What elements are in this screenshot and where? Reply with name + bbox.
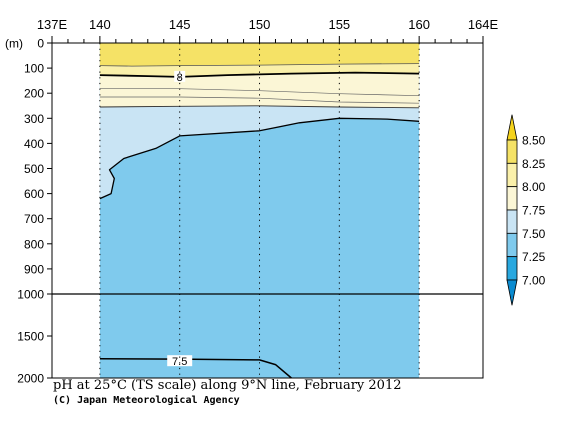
y-tick-label: 2000 — [17, 372, 44, 386]
contour-line-1 — [99, 71, 420, 78]
colorbar-bin — [506, 232, 518, 258]
colorbar-tick-label: 7.25 — [522, 250, 546, 264]
contour-line-5 — [99, 117, 420, 200]
colorbar-bin — [506, 162, 518, 188]
x-tick-label: 160 — [408, 17, 430, 32]
colorbar-tick-label: 8.50 — [522, 134, 546, 148]
colorbar-tick-label: 7.75 — [522, 204, 546, 218]
contour-label-bg-1 — [174, 70, 186, 82]
y-tick-label: 500 — [24, 162, 44, 176]
colorbar-tick-label: 8.00 — [522, 180, 546, 194]
chart-caption: pH at 25°C (TS scale) along 9°N line, Fe… — [53, 378, 533, 407]
y-tick-label: 0 — [37, 37, 44, 51]
x-tick-label: 155 — [328, 17, 350, 32]
y-tick-label: 800 — [24, 237, 44, 251]
x-tick-label: 164E — [468, 17, 499, 32]
x-tick-label: 137E — [37, 17, 68, 32]
x-tick-label: 145 — [169, 17, 191, 32]
plot-frame — [51, 42, 484, 379]
contour-line-0 — [99, 63, 420, 67]
colorbar-tick-label: 8.25 — [522, 157, 546, 171]
colorbar-tick-label: 7.50 — [522, 227, 546, 241]
chart-title: pH at 25°C (TS scale) along 9°N line, Fe… — [53, 378, 402, 393]
x-tick-label: 150 — [249, 17, 271, 32]
y-tick-label: 700 — [24, 212, 44, 226]
y-tick-label: 400 — [24, 137, 44, 151]
colorbar-top-arrow — [506, 114, 518, 141]
colorbar-bottom-arrow — [506, 279, 518, 306]
y-tick-label: 1000 — [17, 288, 44, 302]
y-tick-label: 100 — [24, 62, 44, 76]
contour-line-2 — [99, 88, 420, 97]
contour-line-3 — [99, 96, 420, 104]
colorbar-bin — [506, 139, 518, 164]
colorbar-tick-label: 7.00 — [522, 274, 546, 288]
colorbar-bin — [506, 209, 518, 234]
y-axis-unit-label: (m) — [5, 37, 23, 51]
contour-line-6 — [99, 357, 292, 379]
y-tick-label: 600 — [24, 187, 44, 201]
colorbar-bin — [506, 186, 518, 211]
contour-label-bg-6 — [167, 355, 193, 367]
y-tick-label: 300 — [24, 112, 44, 126]
colorbar-bin — [506, 256, 518, 281]
credit-line: (C) Japan Meteorological Agency — [53, 395, 240, 406]
y-tick-label: 1500 — [17, 330, 44, 344]
y-tick-label: 200 — [24, 87, 44, 101]
x-tick-label: 140 — [89, 17, 111, 32]
y-tick-label: 900 — [24, 262, 44, 276]
